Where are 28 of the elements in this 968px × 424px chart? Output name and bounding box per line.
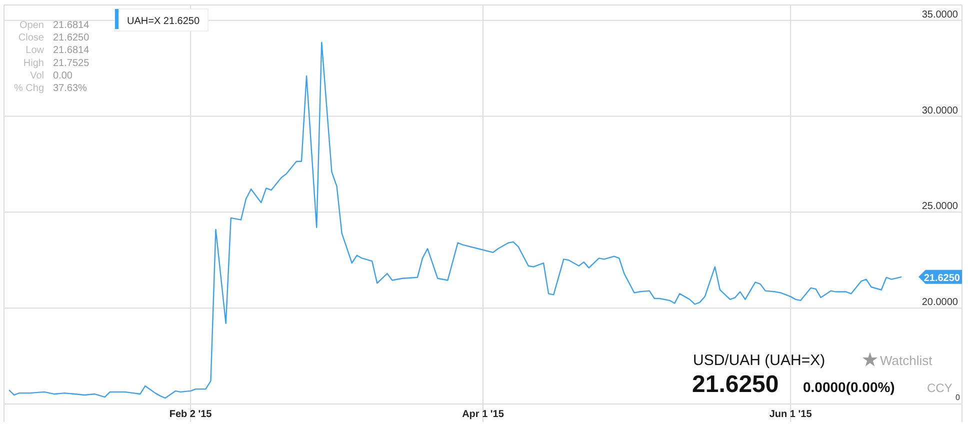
- legend-label: UAH=X: [127, 16, 161, 27]
- annotation: 0.00: [53, 70, 73, 82]
- y-tick-label: 20.0000: [922, 297, 958, 308]
- annotation: CCY: [927, 381, 952, 395]
- text: USD/UAH (UAH=X): [693, 352, 826, 369]
- y-tick-label: 35.0000: [922, 9, 958, 20]
- x-tick-label: Feb 2 '15: [169, 409, 212, 420]
- annotation: Watchlist: [880, 353, 933, 368]
- annotation: Open: [20, 20, 44, 31]
- y-tick-label: 25.0000: [922, 201, 958, 212]
- annotation: 21.6250: [53, 32, 90, 44]
- annotation: 21.7525: [53, 58, 90, 69]
- annotation: 21.6250: [163, 16, 200, 27]
- annotation: 21.6814: [53, 45, 90, 56]
- annotation: Low: [26, 45, 45, 56]
- annotation: 21.6250: [924, 272, 960, 284]
- annotation: % Chg: [14, 83, 44, 94]
- annotation: 0: [956, 393, 961, 402]
- annotation: 0.0000(0.00%): [803, 379, 895, 395]
- x-tick-label: Apr 1 '15: [462, 409, 504, 420]
- x-tick-label: Jun 1 '15: [769, 409, 812, 420]
- annotation: Close: [18, 32, 44, 44]
- y-tick-label: 30.0000: [922, 105, 958, 116]
- annotation: 21.6250: [692, 371, 779, 398]
- annotation: 21.6814: [53, 20, 90, 31]
- annotation: High: [23, 58, 44, 69]
- annotation: Vol: [30, 70, 44, 82]
- annotation: 37.63%: [53, 83, 88, 94]
